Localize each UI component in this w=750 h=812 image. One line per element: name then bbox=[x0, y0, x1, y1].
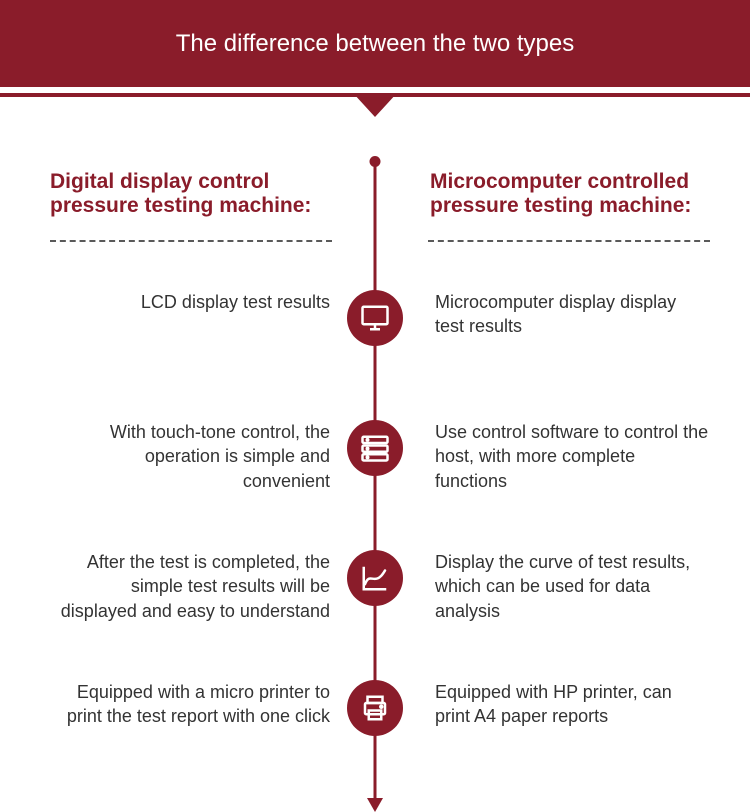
printer-icon bbox=[347, 680, 403, 736]
curve-icon bbox=[347, 550, 403, 606]
row-left-text: After the test is completed, the simple … bbox=[55, 550, 330, 623]
left-dashed-divider bbox=[50, 240, 332, 242]
row-left-text: With touch-tone control, the operation i… bbox=[55, 420, 330, 493]
row-right-text: Equipped with HP printer, can print A4 p… bbox=[435, 680, 710, 729]
row-left-text: Equipped with a micro printer to print t… bbox=[55, 680, 330, 729]
header-title: The difference between the two types bbox=[176, 30, 574, 58]
timeline-container: Digital display control pressure testing… bbox=[0, 90, 750, 800]
left-column-title: Digital display control pressure testing… bbox=[50, 170, 330, 218]
row-right-text: Microcomputer display display test resul… bbox=[435, 290, 710, 339]
right-dashed-divider bbox=[428, 240, 710, 242]
row-right-text: Display the curve of test results, which… bbox=[435, 550, 710, 623]
row-right-text: Use control software to control the host… bbox=[435, 420, 710, 493]
timeline-arrow-icon bbox=[367, 798, 383, 812]
server-icon bbox=[347, 420, 403, 476]
right-column-title: Microcomputer controlled pressure testin… bbox=[430, 170, 710, 218]
row-left-text: LCD display test results bbox=[55, 290, 330, 314]
header-bar: The difference between the two types bbox=[0, 0, 750, 90]
monitor-icon bbox=[347, 290, 403, 346]
